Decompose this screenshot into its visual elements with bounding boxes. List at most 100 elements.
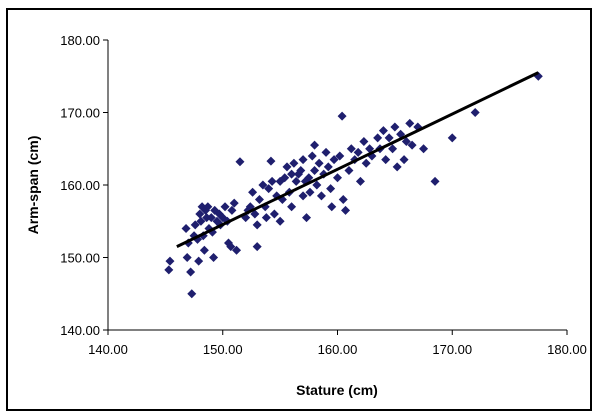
data-point xyxy=(407,140,417,150)
trendline xyxy=(176,71,539,248)
data-points xyxy=(164,71,543,299)
trendline-path xyxy=(176,71,539,248)
data-point xyxy=(266,156,276,166)
data-point xyxy=(206,213,216,223)
data-point xyxy=(227,205,237,215)
x-tick-label: 170.00 xyxy=(432,342,472,357)
data-point xyxy=(275,216,285,226)
data-point xyxy=(235,157,245,167)
x-tick-label: 180.00 xyxy=(547,342,587,357)
data-point xyxy=(338,195,348,204)
data-point xyxy=(361,158,371,168)
data-point xyxy=(196,216,206,226)
data-point xyxy=(190,220,200,230)
data-point xyxy=(269,209,279,219)
data-point xyxy=(430,176,440,186)
data-point xyxy=(399,155,409,165)
data-point xyxy=(280,173,290,183)
data-point xyxy=(307,151,317,161)
data-point xyxy=(321,147,331,157)
data-point xyxy=(209,253,219,262)
data-point xyxy=(337,111,347,121)
x-tick-label: 150.00 xyxy=(203,342,243,357)
y-axis-label: Arm-span (cm) xyxy=(25,136,41,235)
data-point xyxy=(388,144,398,154)
data-point xyxy=(248,187,258,197)
data-point xyxy=(390,122,400,132)
data-point xyxy=(310,140,320,150)
data-point xyxy=(287,169,297,179)
data-point xyxy=(165,256,175,266)
data-point xyxy=(359,137,369,146)
data-point xyxy=(289,158,299,168)
data-point xyxy=(305,187,315,197)
data-point xyxy=(182,253,192,262)
data-point xyxy=(220,202,230,212)
data-point xyxy=(282,162,292,172)
data-point xyxy=(327,202,337,212)
y-tick-label: 170.00 xyxy=(60,106,100,121)
data-point xyxy=(267,176,277,186)
data-point xyxy=(195,209,205,219)
x-tick-label: 160.00 xyxy=(318,342,358,357)
data-point xyxy=(373,133,383,143)
data-point xyxy=(199,245,209,255)
data-point xyxy=(304,173,314,183)
data-point xyxy=(298,191,308,201)
data-point xyxy=(261,213,271,223)
data-point xyxy=(355,176,365,186)
data-point xyxy=(378,126,388,136)
data-point xyxy=(164,265,174,275)
data-point xyxy=(419,144,429,154)
data-point xyxy=(341,205,351,215)
data-point xyxy=(323,162,333,172)
data-point xyxy=(344,166,354,175)
data-point xyxy=(258,180,268,190)
data-point xyxy=(329,155,339,165)
data-point xyxy=(314,158,324,168)
data-point xyxy=(232,245,242,255)
data-point xyxy=(291,176,301,186)
data-point xyxy=(401,137,411,146)
data-point xyxy=(310,166,320,175)
data-point xyxy=(254,195,264,204)
y-tick-label: 160.00 xyxy=(60,178,100,193)
x-tick-label: 140.00 xyxy=(88,342,128,357)
data-point xyxy=(405,118,415,128)
data-point xyxy=(194,256,204,266)
data-point xyxy=(392,162,402,172)
data-point xyxy=(203,202,213,212)
x-axis-label: Stature (cm) xyxy=(296,382,378,398)
data-point xyxy=(384,133,394,143)
data-point xyxy=(181,224,191,233)
data-point xyxy=(353,147,363,157)
data-point xyxy=(296,166,306,175)
data-point xyxy=(287,202,297,212)
data-point xyxy=(333,173,342,183)
y-tick-label: 150.00 xyxy=(60,251,100,266)
y-tick-label: 140.00 xyxy=(60,323,100,338)
data-point xyxy=(302,213,312,223)
data-point xyxy=(335,151,345,161)
data-point xyxy=(316,191,326,201)
data-point xyxy=(346,144,356,154)
data-point xyxy=(202,213,212,223)
data-point xyxy=(252,242,262,252)
data-point xyxy=(252,220,262,230)
data-point xyxy=(264,184,274,194)
y-tick-label: 180.00 xyxy=(60,33,100,48)
axes: 140.00 150.00 160.00 170.00 180.00 140.00 150.… xyxy=(60,33,587,357)
data-point xyxy=(229,198,239,208)
data-point xyxy=(326,184,336,194)
data-point xyxy=(226,242,236,252)
data-point xyxy=(187,289,197,299)
chart-frame xyxy=(6,8,592,411)
data-point xyxy=(186,267,196,277)
data-point xyxy=(298,155,308,165)
data-point xyxy=(381,155,391,165)
data-point xyxy=(312,180,322,190)
data-point xyxy=(470,108,480,117)
data-point xyxy=(447,133,457,143)
data-point xyxy=(365,144,375,154)
